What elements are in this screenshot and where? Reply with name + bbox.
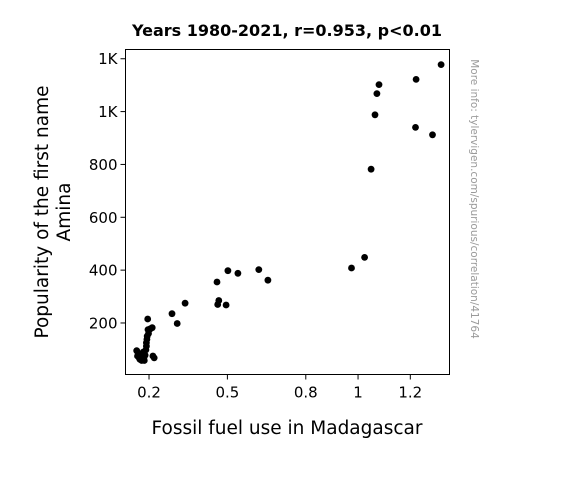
x-axis-label: Fossil fuel use in Madagascar [152,418,423,439]
data-point-40 [373,90,381,97]
x-tick-label-4: 1.2 [398,384,422,402]
y-tick-label-3: 800 [89,156,118,174]
data-point-32 [224,267,232,275]
data-point-37 [361,254,368,261]
x-tick-label-1: 0.5 [215,384,239,402]
y-tick-label-4: 1K [98,103,119,121]
data-point-35 [264,276,272,284]
y-axis-label-line-2: Amina [54,183,75,242]
data-point-30 [215,297,223,304]
data-point-22 [148,324,156,332]
data-point-26 [173,320,181,327]
data-point-36 [348,264,355,272]
plot-frame [125,49,450,375]
data-point-31 [222,301,230,309]
data-point-11 [141,351,149,359]
y-tick-label-2: 600 [89,209,118,227]
data-point-39 [371,111,379,119]
data-point-10 [140,357,148,364]
x-tick-label-0: 0.2 [137,384,161,402]
y-tick-label-5: 1K [98,50,119,68]
data-point-27 [181,299,189,307]
y-axis: 200 400 600 800 1K 1K [89,50,126,332]
data-point-24 [150,354,158,362]
y-tick-label-0: 200 [89,314,118,332]
data-point-25 [168,310,176,318]
x-tick-label-3: 1 [353,384,363,402]
data-point-28 [213,278,221,286]
data-point-34 [255,266,263,273]
data-point-43 [412,76,420,83]
x-tick-label-2: 0.8 [294,384,318,402]
data-point-41 [375,81,383,88]
data-point-45 [437,61,445,68]
chart-title: Years 1980-2021, r=0.953, p<0.01 [131,21,442,40]
data-point-33 [234,269,242,277]
data-point-38 [367,165,375,173]
data-point-17 [144,315,152,323]
points-layer [133,61,445,364]
data-point-42 [412,124,419,131]
y-tick-label-1: 400 [89,262,118,280]
data-point-44 [429,131,436,139]
source-note: More info: tylervigen.com/spurious/corre… [468,59,480,339]
y-axis-label-line-1: Popularity of the first name [32,85,53,338]
x-axis: 0.2 0.5 0.8 1 1.2 [137,374,422,402]
